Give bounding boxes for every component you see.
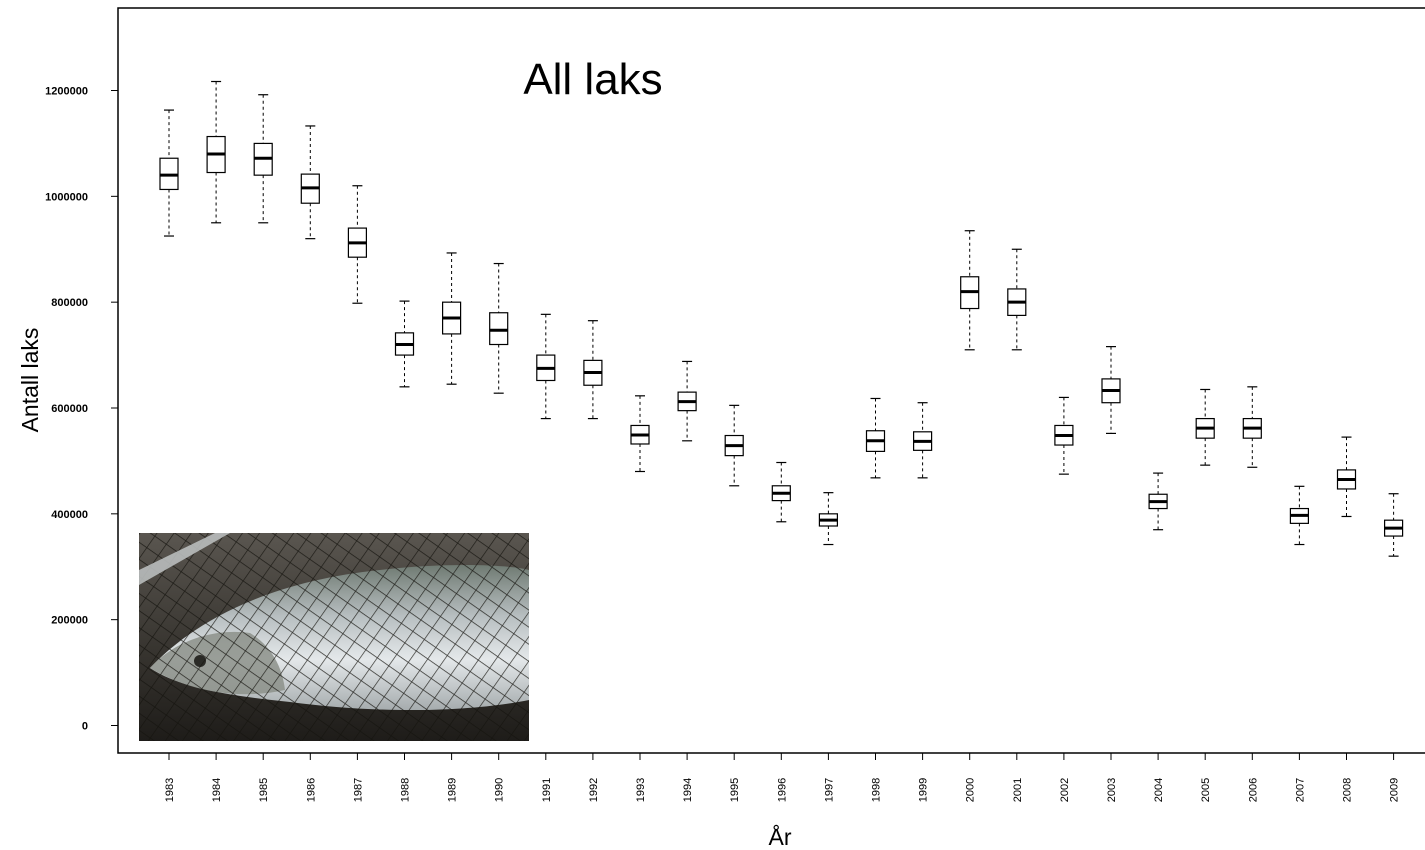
y-tick-label: 1000000	[45, 191, 88, 203]
x-tick-label: 1987	[352, 778, 364, 802]
box-2009	[1383, 493, 1404, 557]
y-tick-label: 1200000	[45, 86, 88, 98]
box-2005	[1195, 388, 1215, 466]
box-2002	[1054, 396, 1074, 475]
x-tick-label: 1996	[776, 778, 788, 802]
x-tick-label: 2005	[1200, 778, 1212, 802]
y-axis-title: Antall laks	[17, 328, 43, 433]
x-tick-label: 1993	[635, 778, 647, 802]
x-tick-label: 1999	[918, 778, 930, 802]
y-tick-label: 800000	[51, 297, 88, 309]
x-axis: 1983 1984 1985 1986 1987 1988 1989 1990 1991 1992…	[164, 753, 1401, 802]
box-1991	[536, 313, 556, 420]
box-1988	[394, 300, 415, 388]
x-tick-label: 2001	[1012, 778, 1024, 802]
box-1997	[818, 492, 839, 546]
y-tick-label: 400000	[51, 509, 88, 521]
x-tick-label: 1989	[447, 778, 459, 802]
x-tick-label: 1986	[305, 778, 317, 802]
x-tick-label: 2009	[1389, 778, 1401, 802]
box-1984	[206, 80, 226, 224]
x-tick-label: 1992	[588, 778, 600, 802]
box-1987	[347, 185, 367, 304]
salmon-photo	[139, 533, 529, 741]
x-tick-label: 1985	[258, 778, 270, 802]
chart-title: All laks	[523, 55, 662, 104]
y-tick-label: 200000	[51, 615, 88, 627]
box-2003	[1101, 346, 1121, 434]
box-2004	[1148, 472, 1168, 531]
box-1992	[583, 320, 603, 420]
plot-frame	[117, 7, 1425, 754]
box-1996	[771, 461, 791, 523]
x-tick-label: 2006	[1247, 778, 1259, 802]
y-axis: 0 200000 400000 600000 800000 1000000 1200000	[45, 86, 118, 733]
box-1993	[630, 395, 650, 473]
x-tick-label: 1984	[211, 778, 223, 802]
box-2006	[1242, 386, 1262, 468]
box-2000	[960, 230, 980, 351]
x-tick-label: 1998	[871, 778, 883, 802]
box-1998	[865, 397, 886, 479]
x-tick-label: 1991	[541, 778, 553, 802]
x-axis-title: År	[769, 823, 792, 850]
box-2001	[1007, 248, 1027, 351]
x-tick-label: 2003	[1106, 778, 1118, 802]
box-1989	[442, 252, 462, 385]
box-1999	[912, 402, 933, 479]
y-tick-label: 0	[82, 721, 88, 733]
box-2008	[1336, 436, 1357, 518]
box-2007	[1289, 485, 1310, 546]
y-tick-label: 600000	[51, 403, 88, 415]
box-1994	[677, 360, 697, 442]
box-1990	[489, 262, 509, 394]
x-tick-label: 2004	[1153, 778, 1165, 802]
box-1995	[724, 404, 744, 487]
x-tick-label: 2008	[1342, 778, 1354, 802]
x-tick-label: 1995	[729, 778, 741, 802]
x-tick-label: 2002	[1059, 778, 1071, 802]
x-tick-label: 1990	[494, 778, 506, 802]
x-tick-label: 2000	[965, 778, 977, 802]
x-tick-label: 1983	[164, 778, 176, 802]
x-tick-label: 2007	[1294, 778, 1306, 802]
box-iqr	[489, 312, 509, 346]
box-1985	[253, 94, 273, 224]
box-1986	[300, 125, 320, 240]
box-1983	[159, 109, 179, 237]
x-tick-label: 1994	[682, 778, 694, 802]
x-tick-label: 1997	[823, 778, 835, 802]
box-series	[159, 80, 1404, 557]
x-tick-label: 1988	[400, 778, 412, 802]
